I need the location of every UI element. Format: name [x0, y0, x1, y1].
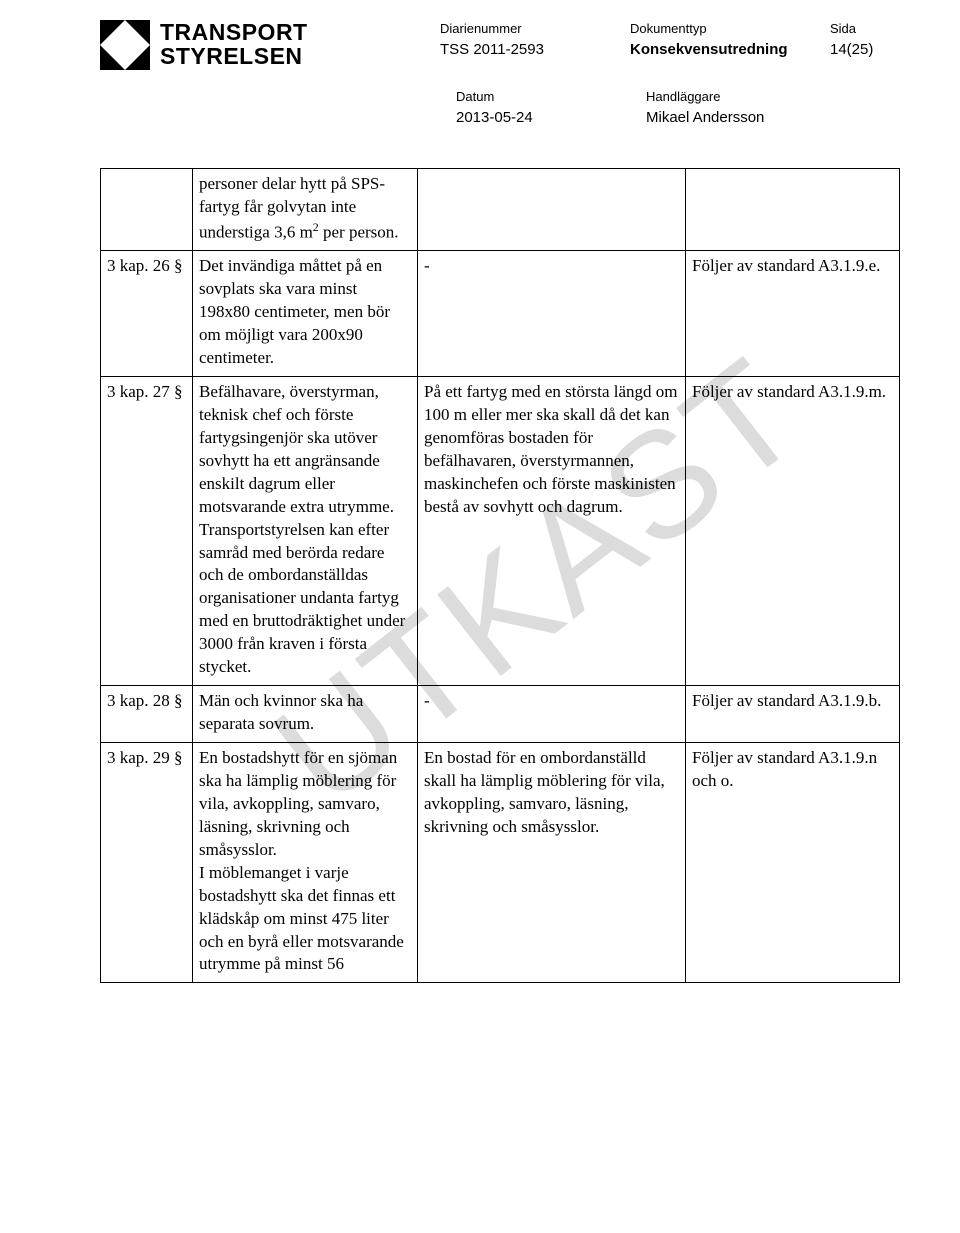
label-datum: Datum: [456, 88, 646, 106]
value-diarienummer: TSS 2011-2593: [440, 40, 630, 60]
agency-logo-icon: [100, 20, 150, 70]
content-area: personer delar hytt på SPS-fartyg får go…: [100, 168, 900, 984]
agency-name: TRANSPORT STYRELSEN: [160, 20, 308, 68]
table-row: 3 kap. 29 § En bostadshytt för en sjöman…: [101, 743, 900, 983]
table-row: personer delar hytt på SPS-fartyg får go…: [101, 168, 900, 250]
table-row: 3 kap. 26 § Det invändiga måttet på en s…: [101, 251, 900, 377]
cell-text: En bostad för en ombordanställd skall ha…: [418, 743, 686, 983]
logo-block: TRANSPORT STYRELSEN: [100, 20, 308, 70]
label-dokumenttyp: Dokumenttyp: [630, 20, 830, 38]
value-sida: 14(25): [830, 40, 900, 60]
cell-text: -: [418, 686, 686, 743]
cell-empty: [418, 168, 686, 250]
value-datum: 2013-05-24: [456, 108, 646, 128]
table-row: 3 kap. 28 § Män och kvinnor ska ha separ…: [101, 686, 900, 743]
cell-intro: personer delar hytt på SPS-fartyg får go…: [193, 168, 418, 250]
cell-text: En bostadshytt för en sjöman ska ha lämp…: [193, 743, 418, 983]
value-handlaggare: Mikael Andersson: [646, 108, 916, 128]
label-sida: Sida: [830, 20, 900, 38]
header-row: TRANSPORT STYRELSEN Diarienummer Dokumen…: [100, 20, 900, 70]
cell-ref: 3 kap. 27 §: [101, 376, 193, 685]
agency-name-line2: STYRELSEN: [160, 44, 308, 68]
regulation-table: personer delar hytt på SPS-fartyg får go…: [100, 168, 900, 984]
cell-ref: 3 kap. 29 §: [101, 743, 193, 983]
value-dokumenttyp: Konsekvensutredning: [630, 40, 830, 60]
cell-text: På ett fartyg med en största längd om 10…: [418, 376, 686, 685]
cell-empty: [101, 168, 193, 250]
cell-text: Följer av standard A3.1.9.m.: [686, 376, 900, 685]
cell-text: Män och kvinnor ska ha separata sovrum.: [193, 686, 418, 743]
cell-ref: 3 kap. 28 §: [101, 686, 193, 743]
cell-text: Följer av standard A3.1.9.n och o.: [686, 743, 900, 983]
cell-ref: 3 kap. 26 §: [101, 251, 193, 377]
meta-grid-top: Diarienummer Dokumenttyp Sida TSS 2011-2…: [440, 20, 900, 60]
label-diarienummer: Diarienummer: [440, 20, 630, 38]
cell-text: Befälhavare, överstyrman, teknisk chef o…: [193, 376, 418, 685]
meta-grid-bottom: Datum Handläggare 2013-05-24 Mikael Ande…: [456, 88, 900, 128]
cell-text: Följer av standard A3.1.9.e.: [686, 251, 900, 377]
label-handlaggare: Handläggare: [646, 88, 916, 106]
cell-text: Följer av standard A3.1.9.b.: [686, 686, 900, 743]
cell-text: -: [418, 251, 686, 377]
cell-text: Det invändiga måttet på en sovplats ska …: [193, 251, 418, 377]
intro-tail: per person.: [319, 222, 399, 241]
cell-empty: [686, 168, 900, 250]
page-container: TRANSPORT STYRELSEN Diarienummer Dokumen…: [0, 0, 960, 1023]
agency-name-line1: TRANSPORT: [160, 20, 308, 44]
table-row: 3 kap. 27 § Befälhavare, överstyrman, te…: [101, 376, 900, 685]
